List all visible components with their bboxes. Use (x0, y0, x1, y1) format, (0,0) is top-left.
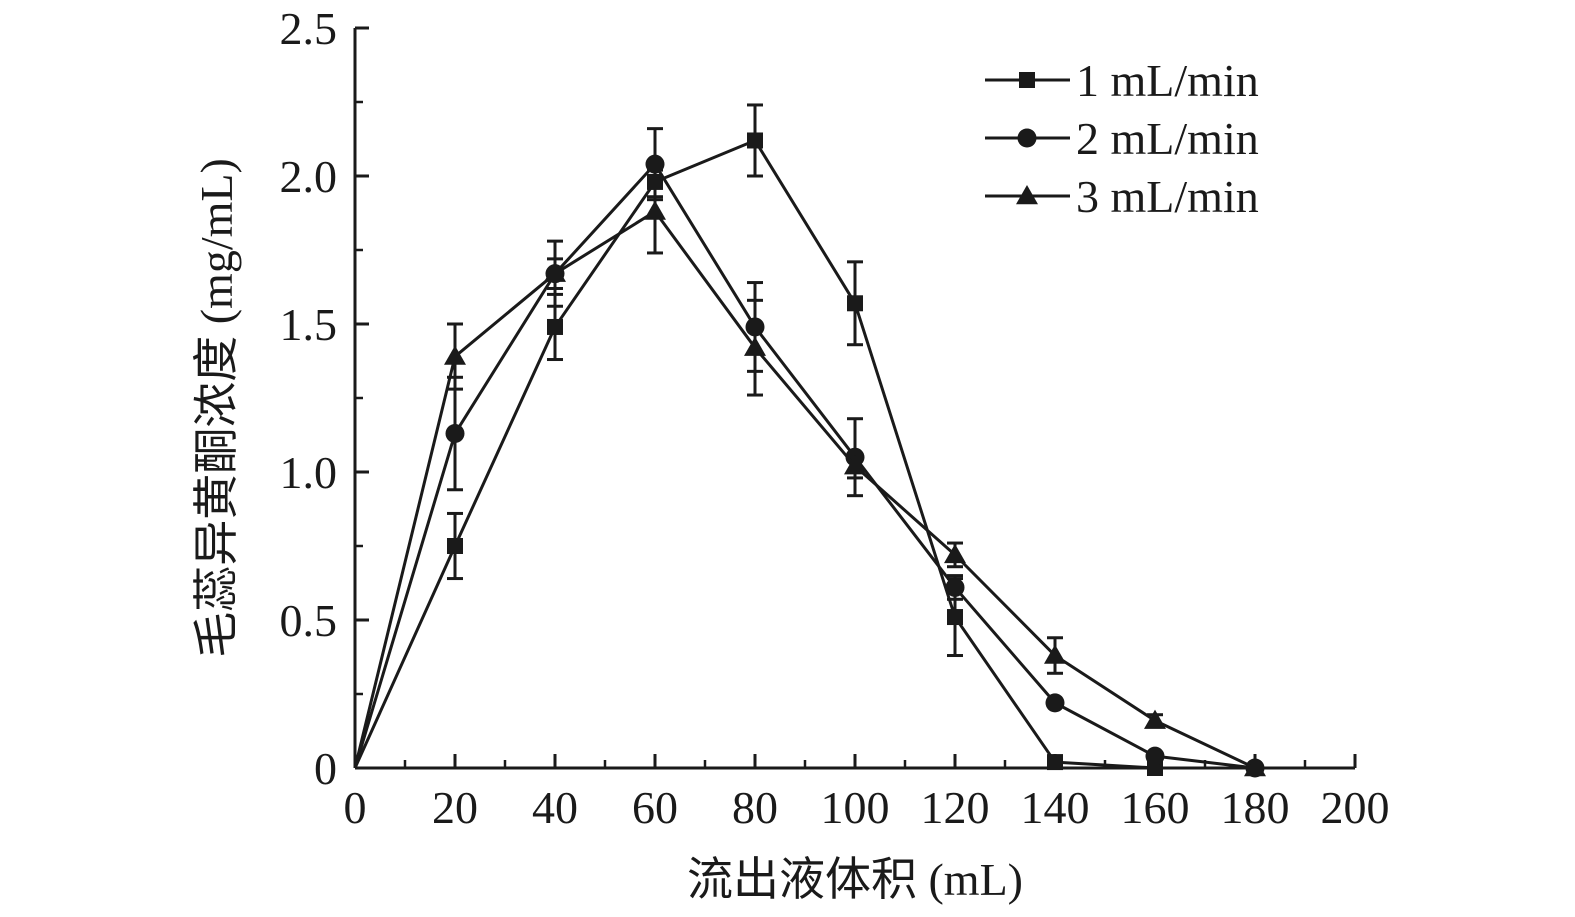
data-point (547, 318, 563, 335)
legend-label: 1 mL/min (1076, 55, 1259, 106)
data-point (944, 543, 966, 564)
series-triangle (353, 168, 1266, 777)
data-point (847, 295, 863, 312)
legend: 1 mL/min 2 mL/min 3 mL/min (985, 55, 1259, 222)
data-point (445, 424, 465, 444)
x-tick-label: 140 (1021, 782, 1090, 833)
data-point (947, 609, 963, 626)
x-tick-label: 20 (432, 782, 478, 833)
data-point (1045, 693, 1065, 713)
series-square (353, 103, 1163, 776)
legend-marker (1017, 128, 1037, 148)
y-tick-label: 1.5 (280, 299, 338, 350)
data-point (747, 132, 763, 149)
legend-marker (1016, 185, 1038, 205)
x-tick-label: 160 (1121, 782, 1190, 833)
data-point (1144, 709, 1166, 729)
data-point (1145, 746, 1165, 766)
x-tick-label: 60 (632, 782, 678, 833)
data-point (544, 262, 566, 282)
x-tick-label: 80 (732, 782, 778, 833)
x-tick-label: 40 (532, 782, 578, 833)
series-circle (353, 127, 1265, 778)
x-tick-label: 120 (921, 782, 990, 833)
x-axis-title: 流出液体积 (mL) (687, 854, 1023, 905)
series-line (353, 162, 1256, 770)
series-line (353, 210, 1256, 770)
y-tick-label: 0 (314, 743, 337, 794)
legend-item: 2 mL/min (985, 113, 1259, 164)
y-tick-label: 2.5 (280, 3, 338, 54)
data-point (444, 345, 466, 365)
data-point (1047, 754, 1063, 771)
x-tick-label: 200 (1321, 782, 1390, 833)
legend-item: 1 mL/min (985, 55, 1259, 106)
x-axis-ticks: 0 20 40 60 80 100 120 140 160 180 200 (344, 754, 1390, 833)
y-tick-label: 2.0 (280, 151, 338, 202)
x-tick-label: 100 (821, 782, 890, 833)
data-point (844, 455, 866, 475)
data-point (744, 336, 766, 356)
series-line (353, 138, 1156, 770)
data-point (644, 200, 666, 220)
y-tick-label: 0.5 (280, 595, 338, 646)
data-point (447, 538, 463, 554)
data-point (1044, 644, 1066, 664)
x-tick-label: 180 (1221, 782, 1290, 833)
data-point (945, 577, 965, 597)
y-axis-title: 毛蕊异黄酮浓度 (mg/mL) (191, 158, 242, 658)
series-layer (353, 103, 1266, 778)
legend-marker (1019, 72, 1035, 88)
data-point (1244, 757, 1266, 777)
legend-item: 3 mL/min (985, 171, 1259, 222)
y-axis-ticks: 0 0.5 1.0 1.5 2.0 2.5 (280, 3, 369, 794)
y-tick-label: 1.0 (280, 447, 338, 498)
x-tick-label: 0 (344, 782, 367, 833)
legend-label: 3 mL/min (1076, 171, 1259, 222)
legend-label: 2 mL/min (1076, 113, 1259, 164)
